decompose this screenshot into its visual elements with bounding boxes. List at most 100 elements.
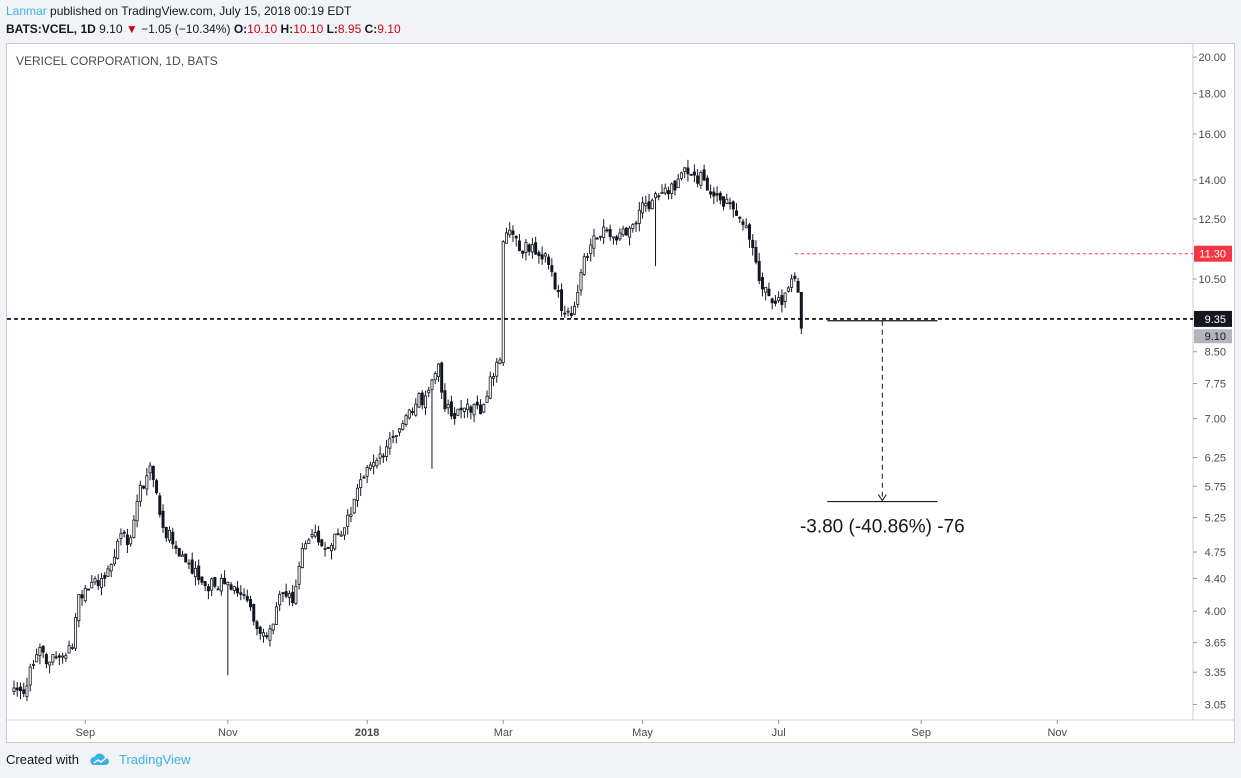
- candle: [398, 428, 402, 433]
- candle: [87, 588, 91, 591]
- candle: [615, 236, 619, 241]
- candle: [692, 171, 696, 176]
- candle: [368, 464, 372, 470]
- support-badge-label: 9.35: [1205, 314, 1226, 326]
- candle: [657, 195, 661, 198]
- candle: [388, 438, 392, 449]
- candle: [631, 224, 635, 229]
- candle: [712, 191, 716, 197]
- candle: [683, 167, 687, 173]
- candle: [232, 586, 236, 591]
- candle: [585, 256, 589, 258]
- candle: [573, 305, 577, 315]
- candle: [427, 389, 431, 394]
- candle: [223, 577, 227, 585]
- price-axis[interactable]: 20.00 18.00 16.00 14.00 12.50 10.50 8.50 7.75 7.…: [1193, 52, 1226, 712]
- open-value: 10.10: [247, 22, 278, 36]
- candle: [31, 664, 35, 666]
- candle: [174, 545, 178, 549]
- candle: [177, 548, 181, 557]
- candle: [709, 191, 713, 195]
- candle: [112, 556, 116, 565]
- candle: [764, 286, 768, 293]
- tradingview-brand-link[interactable]: TradingView: [118, 752, 191, 767]
- candle: [517, 240, 521, 252]
- candle: [540, 254, 544, 260]
- price-chart[interactable]: VERICEL CORPORATION, 1D, BATS 9.3511.309…: [7, 44, 1234, 742]
- candle: [479, 404, 483, 415]
- last-close-badge-label: 9.10: [1205, 331, 1226, 343]
- candle: [54, 656, 58, 659]
- price-tick-label: 18.00: [1198, 88, 1226, 100]
- candle: [349, 513, 353, 517]
- candle: [641, 202, 645, 214]
- candle: [365, 467, 369, 477]
- footer: Created with TradingView: [6, 752, 191, 767]
- candle: [320, 539, 324, 547]
- candle: [777, 297, 781, 302]
- candle: [799, 291, 803, 329]
- candle: [200, 576, 204, 583]
- candle: [767, 288, 771, 296]
- author-link[interactable]: Lanmar: [6, 4, 47, 18]
- candle: [508, 229, 512, 236]
- candle: [278, 593, 282, 606]
- candle: [715, 193, 719, 196]
- candle: [287, 593, 291, 599]
- candle: [142, 485, 146, 489]
- price-tick-label: 4.40: [1205, 573, 1226, 585]
- candle: [359, 479, 363, 489]
- candle: [735, 210, 739, 216]
- candle: [355, 487, 359, 501]
- candle: [563, 312, 567, 315]
- candle: [433, 373, 437, 381]
- candle: [654, 193, 658, 199]
- candle: [521, 250, 525, 254]
- candle: [313, 532, 317, 537]
- candle: [592, 235, 596, 249]
- measure-label: -3.80 (-40.86%) -76: [800, 517, 965, 538]
- time-tick-label: Mar: [494, 727, 513, 739]
- candle: [423, 395, 427, 409]
- candle: [430, 379, 434, 390]
- candle: [109, 564, 113, 572]
- candle: [245, 595, 249, 601]
- candle: [213, 576, 217, 587]
- candle: [738, 216, 742, 219]
- candle: [628, 227, 632, 238]
- candle: [284, 591, 288, 597]
- price-tick-label: 7.75: [1205, 379, 1226, 391]
- candle: [446, 404, 450, 409]
- candle: [757, 261, 761, 281]
- candle: [51, 654, 55, 663]
- price-tick-label: 12.50: [1198, 214, 1226, 226]
- candle: [786, 287, 790, 292]
- candle: [407, 409, 411, 419]
- candle: [342, 527, 346, 536]
- chart-container[interactable]: VERICEL CORPORATION, 1D, BATS 9.35 11.30 9…: [6, 43, 1235, 743]
- candle: [333, 533, 337, 550]
- candle: [417, 393, 421, 408]
- symbol-label: BATS:VCEL, 1D: [6, 22, 96, 36]
- candle: [754, 247, 758, 263]
- candle: [96, 580, 100, 587]
- tradingview-cloud-icon[interactable]: [89, 753, 111, 767]
- candle: [242, 594, 246, 596]
- time-axis[interactable]: Sep Nov 2018 Mar May Jul Sep Nov: [75, 720, 1068, 739]
- candle: [475, 401, 479, 406]
- candle: [414, 403, 418, 416]
- candle: [440, 362, 444, 393]
- candle: [229, 584, 233, 590]
- candle: [155, 480, 159, 494]
- candle: [372, 461, 376, 467]
- time-tick-label: Jul: [772, 727, 786, 739]
- candle: [61, 655, 65, 658]
- candle: [660, 192, 664, 194]
- candle: [330, 545, 334, 552]
- candle: [747, 224, 751, 240]
- candle: [608, 228, 612, 237]
- candle: [637, 209, 641, 224]
- low-value: 8.95: [337, 22, 362, 36]
- candle: [579, 272, 583, 291]
- measurement-tool[interactable]: -3.80 (-40.86%) -76: [800, 320, 965, 538]
